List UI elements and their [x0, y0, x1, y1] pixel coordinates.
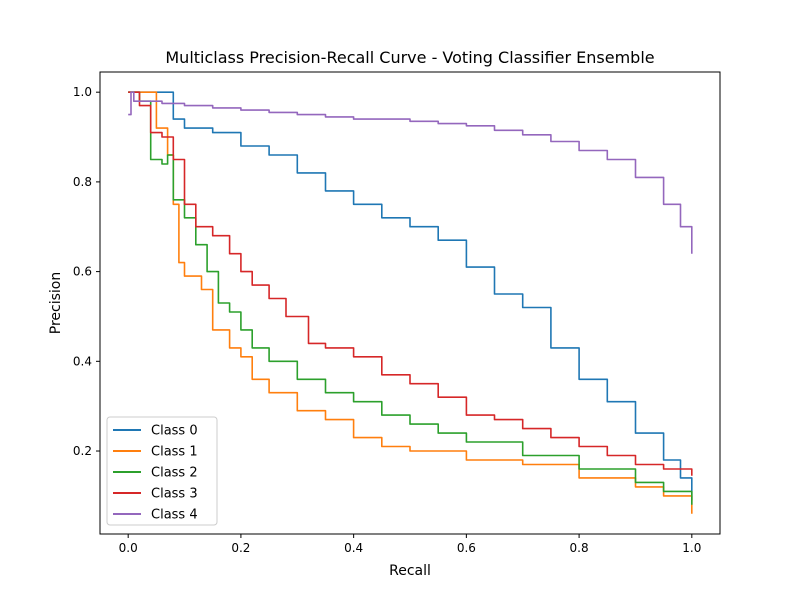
y-tick-label: 0.6 — [73, 265, 92, 279]
legend-box — [106, 416, 218, 526]
legend-entry: Class 0 — [151, 424, 198, 439]
x-tick-label: 0.0 — [119, 541, 138, 555]
legend-entry: Class 4 — [151, 508, 198, 523]
x-tick-label: 0.4 — [344, 541, 363, 555]
y-tick-label: 0.8 — [73, 175, 92, 189]
x-axis-ticks: 0.0 0.2 0.4 0.6 0.8 1.0 — [119, 534, 701, 555]
y-tick-label: 0.4 — [73, 354, 92, 368]
y-axis-ticks: 0.2 0.4 0.6 0.8 1.0 — [73, 85, 100, 458]
x-tick-label: 0.2 — [231, 541, 250, 555]
series-line-class-3 — [128, 91, 693, 476]
x-axis-label: Recall — [389, 563, 431, 579]
y-tick-label: 1.0 — [73, 85, 92, 99]
series-layer — [128, 91, 693, 514]
y-axis-label: Precision — [48, 272, 64, 334]
x-tick-label: 0.8 — [570, 541, 589, 555]
x-tick-label: 1.0 — [682, 541, 701, 555]
series-line-class-4 — [128, 91, 693, 254]
y-tick-label: 0.2 — [73, 444, 92, 458]
plot-frame — [99, 71, 721, 535]
legend-entry: Class 1 — [151, 445, 198, 460]
legend-entry: Class 2 — [151, 466, 198, 481]
series-line-class-0 — [128, 91, 693, 501]
legend: Class 0 Class 1 Class 2 Class 3 Class 4 — [106, 416, 218, 526]
series-line-class-2 — [128, 91, 693, 505]
chart-title: Multiclass Precision-Recall Curve - Voti… — [165, 48, 654, 67]
x-tick-label: 0.6 — [457, 541, 476, 555]
legend-entry: Class 3 — [151, 487, 198, 502]
